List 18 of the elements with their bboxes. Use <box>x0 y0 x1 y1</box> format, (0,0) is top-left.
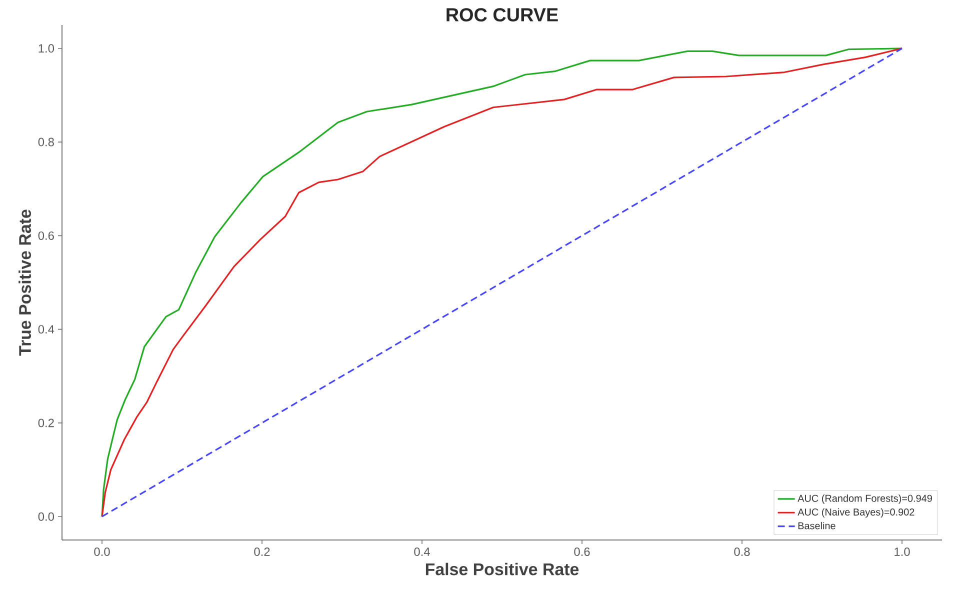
x-tick-label: 0.6 <box>574 548 590 556</box>
legend-label: AUC (Naive Bayes)=0.902 <box>798 508 914 518</box>
x-tick-label: 0.4 <box>414 548 430 556</box>
x-tick-label: 0.2 <box>254 548 270 556</box>
chart-title: ROC CURVE <box>446 8 558 22</box>
legend-label: AUC (Random Forests)=0.949 <box>798 494 932 504</box>
x-tick-label: 0.8 <box>734 548 750 556</box>
y-tick-label: 0.8 <box>38 138 54 146</box>
y-tick-label: 0.0 <box>38 512 54 521</box>
y-axis-title: True Positive Rate <box>18 210 32 356</box>
x-tick-label: 0.0 <box>94 548 110 556</box>
x-axis-title: False Positive Rate <box>426 562 579 576</box>
y-tick-label: 0.6 <box>38 231 54 240</box>
legend-label: Baseline <box>798 522 836 530</box>
x-tick-label: 1.0 <box>894 548 910 556</box>
y-tick-label: 1.0 <box>38 44 54 53</box>
y-tick-label: 0.4 <box>38 325 54 334</box>
y-tick-label: 0.2 <box>38 418 54 428</box>
